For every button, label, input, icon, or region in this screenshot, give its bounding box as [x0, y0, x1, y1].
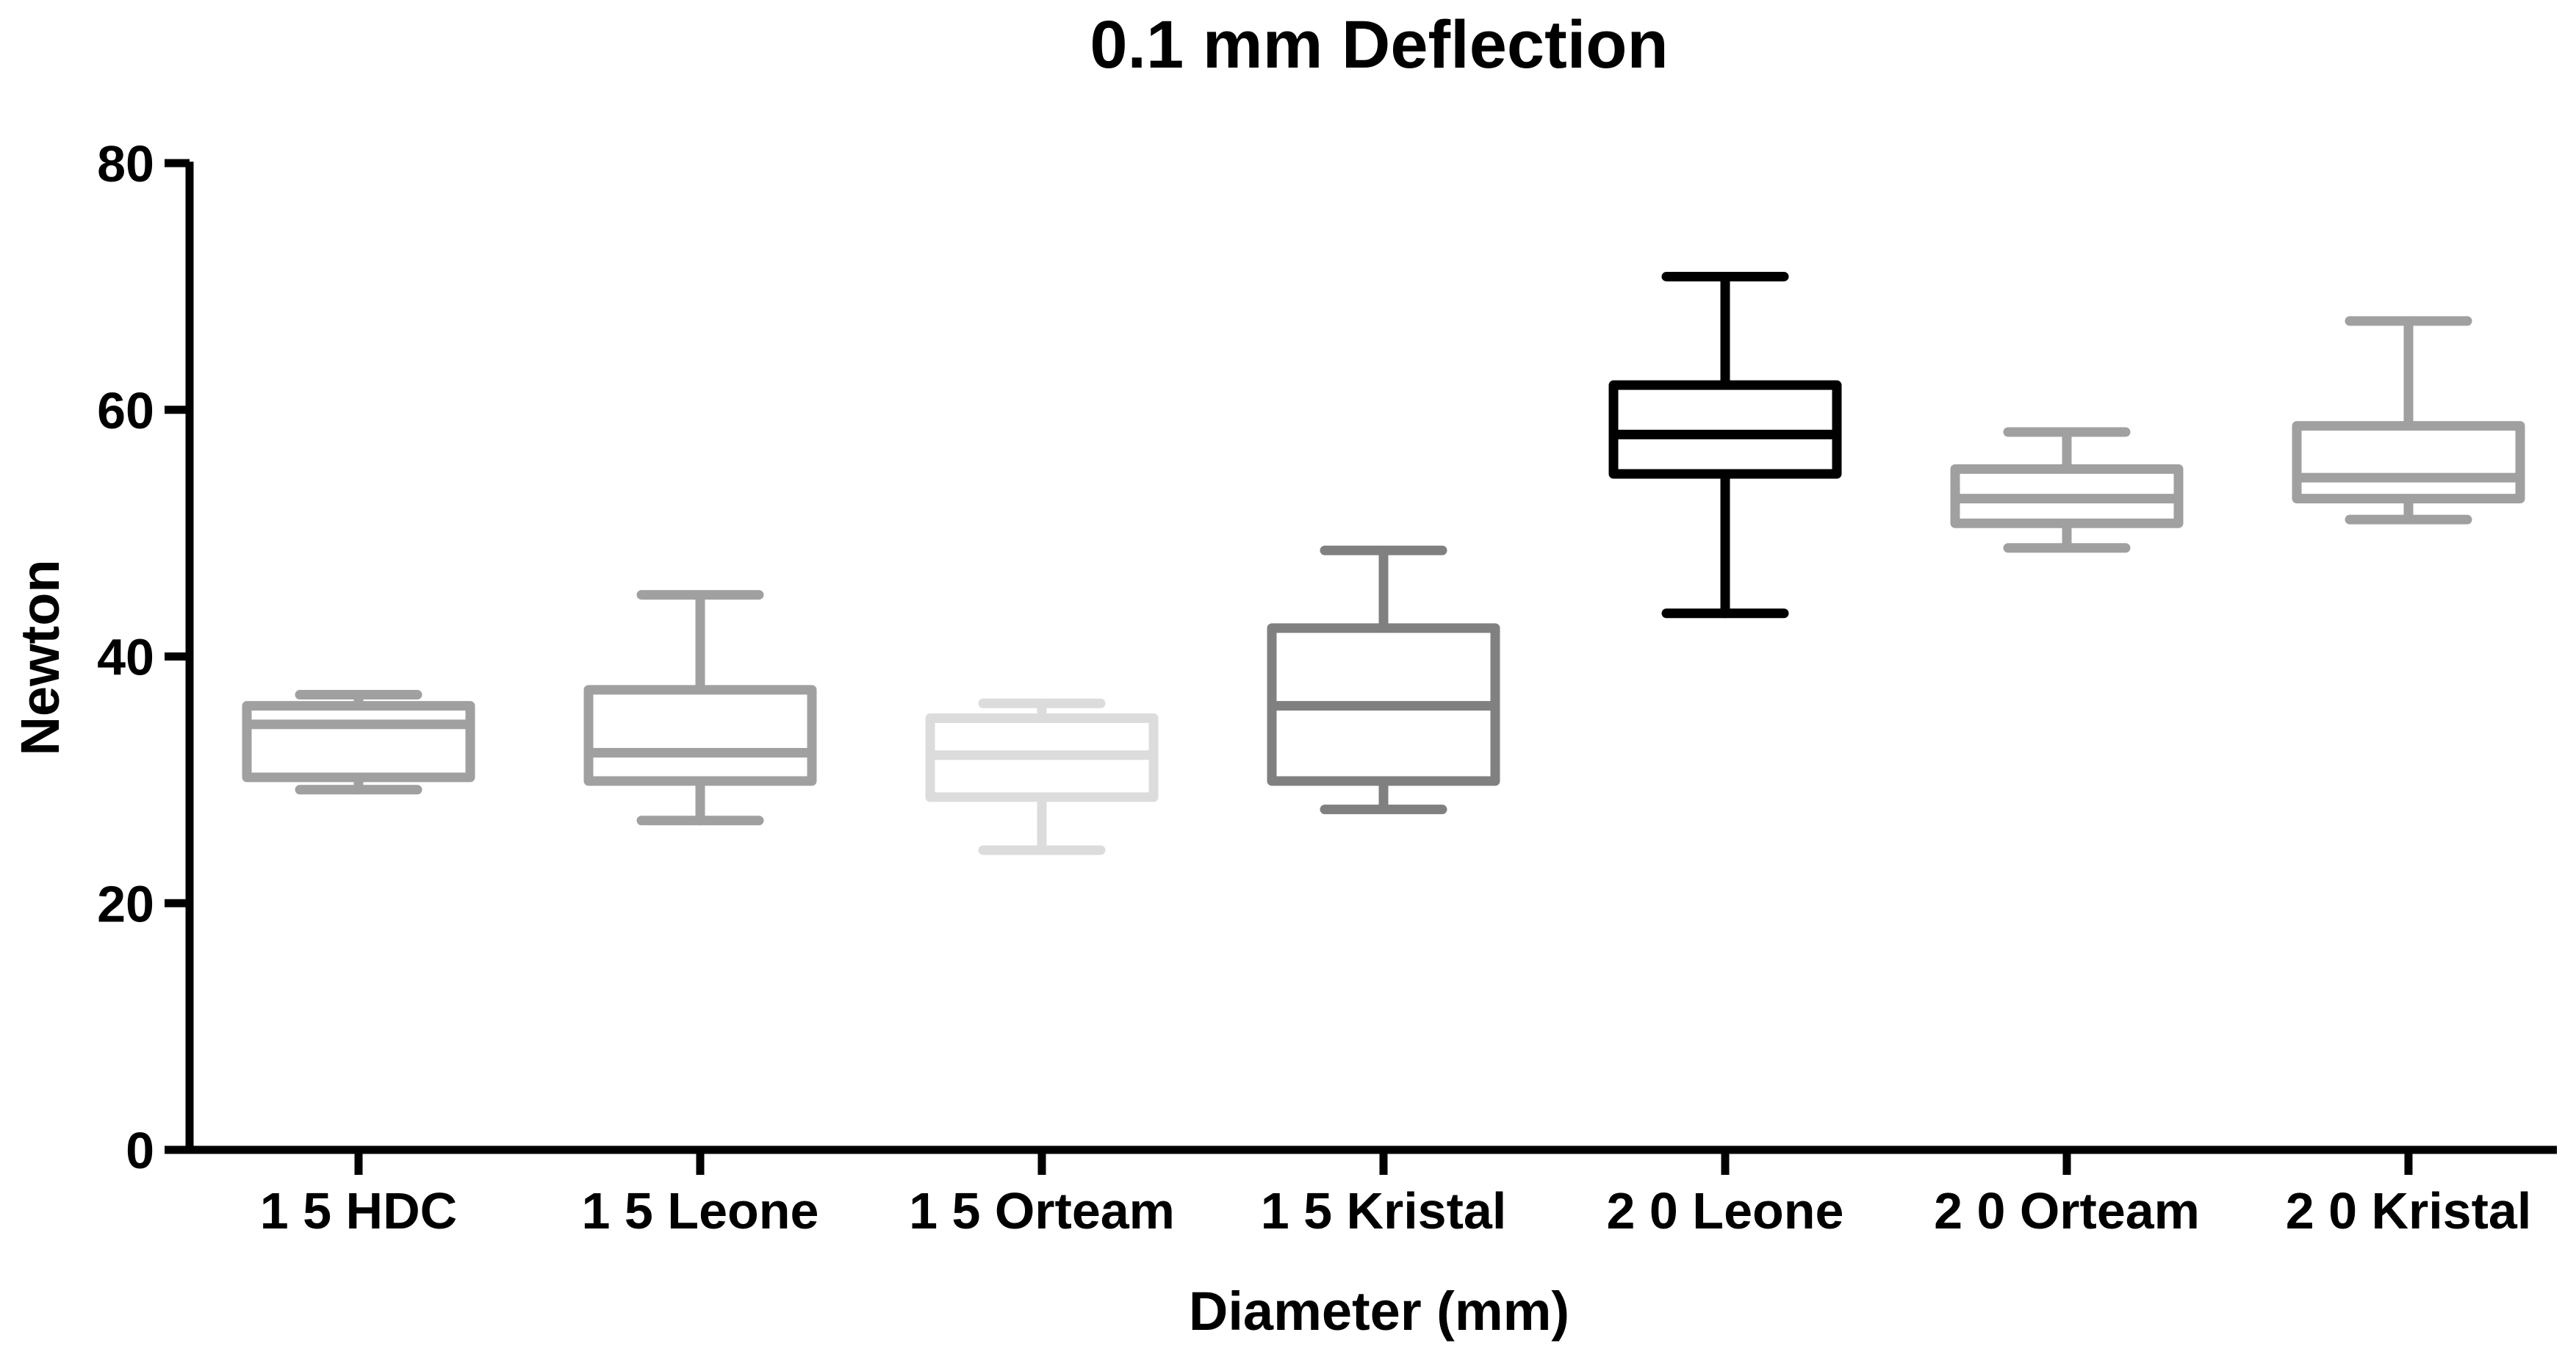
- iqr-box: [242, 701, 475, 782]
- box-1-5-hdc: [242, 690, 475, 795]
- box-1-5-kristal: [1267, 545, 1500, 815]
- y-tick-label: 40: [97, 629, 154, 686]
- box-series: [242, 271, 2525, 855]
- x-tick-label: 1 5 Kristal: [1261, 1182, 1507, 1240]
- box-1-5-leone: [583, 590, 817, 826]
- box-1-5-orteam: [925, 698, 1159, 855]
- y-tick-label: 0: [126, 1122, 154, 1179]
- chart-title: 0.1 mm Deflection: [1090, 7, 1668, 82]
- y-axis-title: Newton: [10, 559, 71, 755]
- iqr-box: [2292, 421, 2525, 504]
- iqr-box: [583, 685, 817, 786]
- y-axis: 0 20 40 60 80: [97, 135, 194, 1179]
- box-2-0-leone: [1608, 271, 1842, 619]
- x-axis-title: Diameter (mm): [1189, 1281, 1569, 1342]
- iqr-box: [1608, 380, 1842, 479]
- x-tick-label: 2 0 Leone: [1607, 1182, 1844, 1240]
- x-axis: 1 5 HDC 1 5 Leone 1 5 Orteam 1 5 Kristal 2 0…: [185, 1145, 2557, 1240]
- x-tick-label: 2 0 Orteam: [1934, 1182, 2200, 1240]
- y-tick-label: 60: [97, 382, 154, 439]
- x-tick-label: 1 5 Leone: [582, 1182, 819, 1240]
- x-tick-label: 1 5 HDC: [260, 1182, 457, 1240]
- x-tick-label: 1 5 Orteam: [909, 1182, 1175, 1240]
- y-tick-label: 20: [97, 875, 154, 932]
- box-2-0-orteam: [1950, 427, 2184, 553]
- y-tick-label: 80: [97, 135, 154, 193]
- box-2-0-kristal: [2292, 316, 2525, 525]
- x-tick-label: 2 0 Kristal: [2286, 1182, 2532, 1240]
